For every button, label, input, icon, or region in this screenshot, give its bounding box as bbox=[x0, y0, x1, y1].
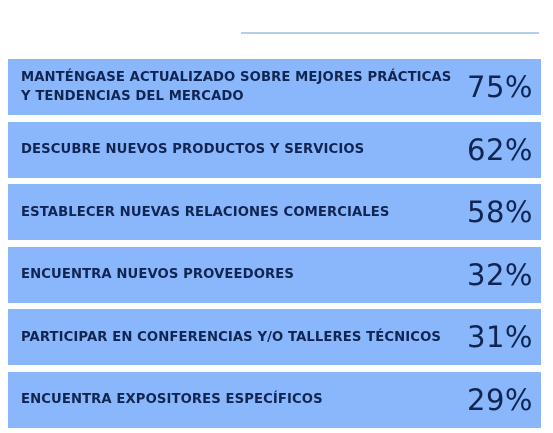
stat-label: DESCUBRE NUEVOS PRODUCTOS Y SERVICIOS bbox=[21, 142, 365, 158]
stat-label: ENCUENTRA NUEVOS PROVEEDORES bbox=[21, 267, 294, 283]
stat-row: PARTICIPAR EN CONFERENCIAS Y/O TALLERES … bbox=[8, 309, 541, 366]
stat-row: ESTABLECER NUEVAS RELACIONES COMERCIALES… bbox=[8, 184, 541, 241]
stat-list: MANTÉNGASE ACTUALIZADO SOBRE MEJORES PRÁ… bbox=[8, 59, 541, 433]
stat-value: 62% bbox=[467, 132, 533, 167]
stat-row: MANTÉNGASE ACTUALIZADO SOBRE MEJORES PRÁ… bbox=[8, 59, 541, 115]
stat-label: MANTÉNGASE ACTUALIZADO SOBRE MEJORES PRÁ… bbox=[21, 70, 452, 104]
stat-label: ESTABLECER NUEVAS RELACIONES COMERCIALES bbox=[21, 204, 390, 220]
stat-row: ENCUENTRA NUEVOS PROVEEDORES 32% bbox=[8, 246, 541, 303]
stat-value: 32% bbox=[467, 257, 533, 292]
stat-value: 31% bbox=[467, 320, 533, 355]
stat-value: 58% bbox=[467, 195, 533, 230]
stat-value: 29% bbox=[467, 382, 533, 417]
stat-row: DESCUBRE NUEVOS PRODUCTOS Y SERVICIOS 62… bbox=[8, 121, 541, 178]
stat-value: 75% bbox=[467, 70, 533, 104]
header-divider bbox=[241, 32, 539, 34]
stat-row: ENCUENTRA EXPOSITORES ESPECÍFICOS 29% bbox=[8, 371, 541, 428]
stat-label: ENCUENTRA EXPOSITORES ESPECÍFICOS bbox=[21, 392, 323, 408]
stat-label: PARTICIPAR EN CONFERENCIAS Y/O TALLERES … bbox=[21, 329, 441, 345]
